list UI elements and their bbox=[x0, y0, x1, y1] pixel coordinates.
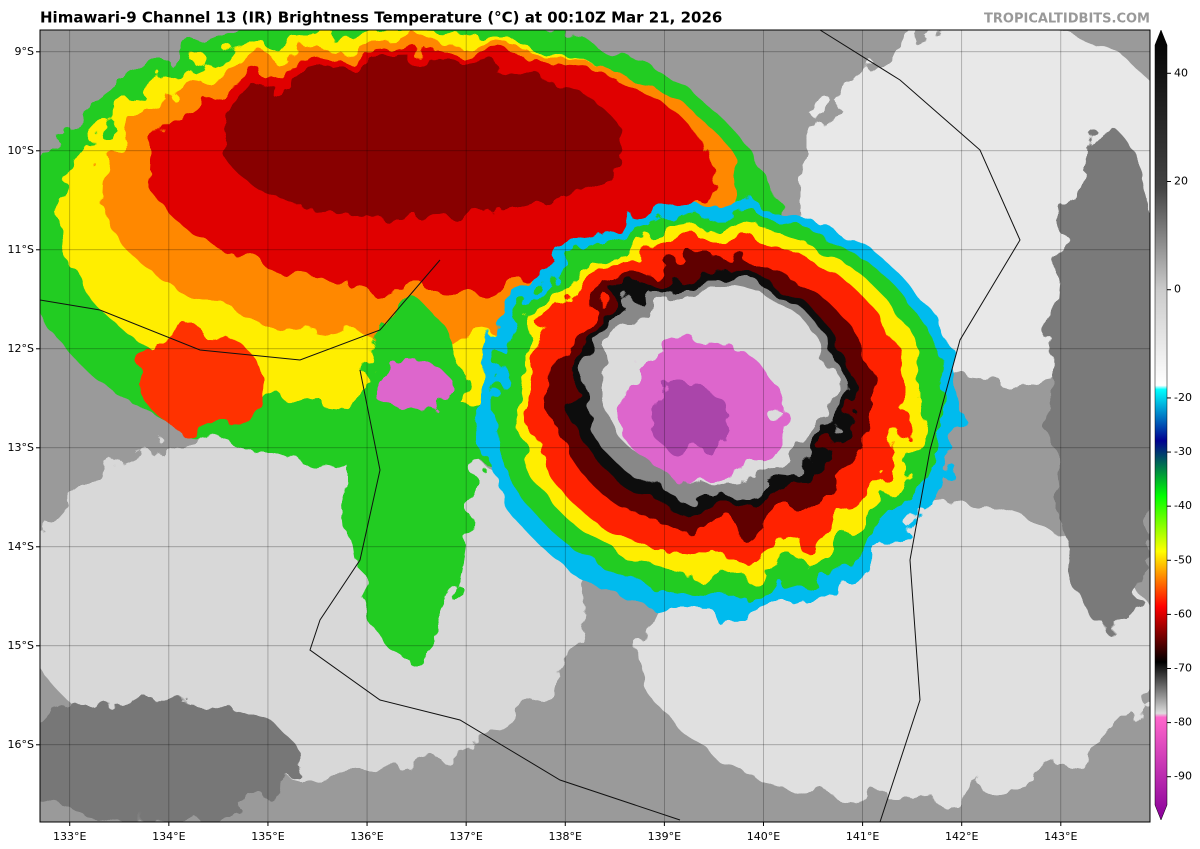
colorbar-tick-label: -90 bbox=[1174, 770, 1192, 783]
lat-tick-label: 13°S bbox=[8, 441, 34, 454]
colorbar-tick-label: -50 bbox=[1174, 553, 1192, 566]
lat-tick-label: 14°S bbox=[8, 540, 34, 553]
lon-tick-label: 140°E bbox=[747, 830, 780, 843]
lat-tick-label: 15°S bbox=[8, 639, 34, 652]
colorbar-tick-label: -60 bbox=[1174, 607, 1192, 620]
colorbar bbox=[1154, 29, 1168, 821]
lon-tick-label: 139°E bbox=[648, 830, 681, 843]
lon-tick-label: 138°E bbox=[549, 830, 582, 843]
lat-tick-label: 16°S bbox=[8, 738, 34, 751]
lon-tick-label: 133°E bbox=[53, 830, 86, 843]
watermark: TROPICALTIDBITS.COM bbox=[984, 12, 1150, 27]
lon-tick-label: 141°E bbox=[846, 830, 879, 843]
title: Himawari-9 Channel 13 (IR) Brightness Te… bbox=[40, 9, 722, 27]
colorbar-tick-label: 40 bbox=[1174, 66, 1188, 79]
satellite-image bbox=[40, 30, 1150, 822]
colorbar-tick-label: -70 bbox=[1174, 661, 1192, 674]
colorbar-tick-label: -30 bbox=[1174, 445, 1192, 458]
lat-tick-label: 12°S bbox=[8, 342, 34, 355]
lon-tick-label: 135°E bbox=[251, 830, 284, 843]
colorbar-tick-label: 0 bbox=[1174, 283, 1181, 296]
map-frame bbox=[39, 29, 1151, 823]
lat-tick-label: 9°S bbox=[15, 45, 34, 58]
colorbar-tick-label: 20 bbox=[1174, 175, 1188, 188]
lon-tick-label: 142°E bbox=[945, 830, 978, 843]
lat-tick-label: 11°S bbox=[8, 243, 34, 256]
colorbar-tick-label: -20 bbox=[1174, 391, 1192, 404]
colorbar-tick-label: -40 bbox=[1174, 499, 1192, 512]
lat-tick-label: 10°S bbox=[8, 144, 34, 157]
lon-tick-label: 134°E bbox=[152, 830, 185, 843]
coastline bbox=[40, 30, 1021, 822]
lon-tick-label: 136°E bbox=[350, 830, 383, 843]
lon-tick-label: 143°E bbox=[1044, 830, 1077, 843]
lon-tick-label: 137°E bbox=[449, 830, 482, 843]
colorbar-tick-label: -80 bbox=[1174, 716, 1192, 729]
